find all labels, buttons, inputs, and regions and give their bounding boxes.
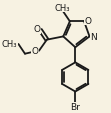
Text: N: N (90, 33, 97, 42)
Text: CH₃: CH₃ (2, 40, 17, 49)
Text: Br: Br (70, 102, 80, 111)
Text: CH₃: CH₃ (54, 4, 70, 13)
Text: O: O (34, 25, 41, 34)
Text: O: O (31, 47, 38, 55)
Text: O: O (85, 17, 92, 26)
